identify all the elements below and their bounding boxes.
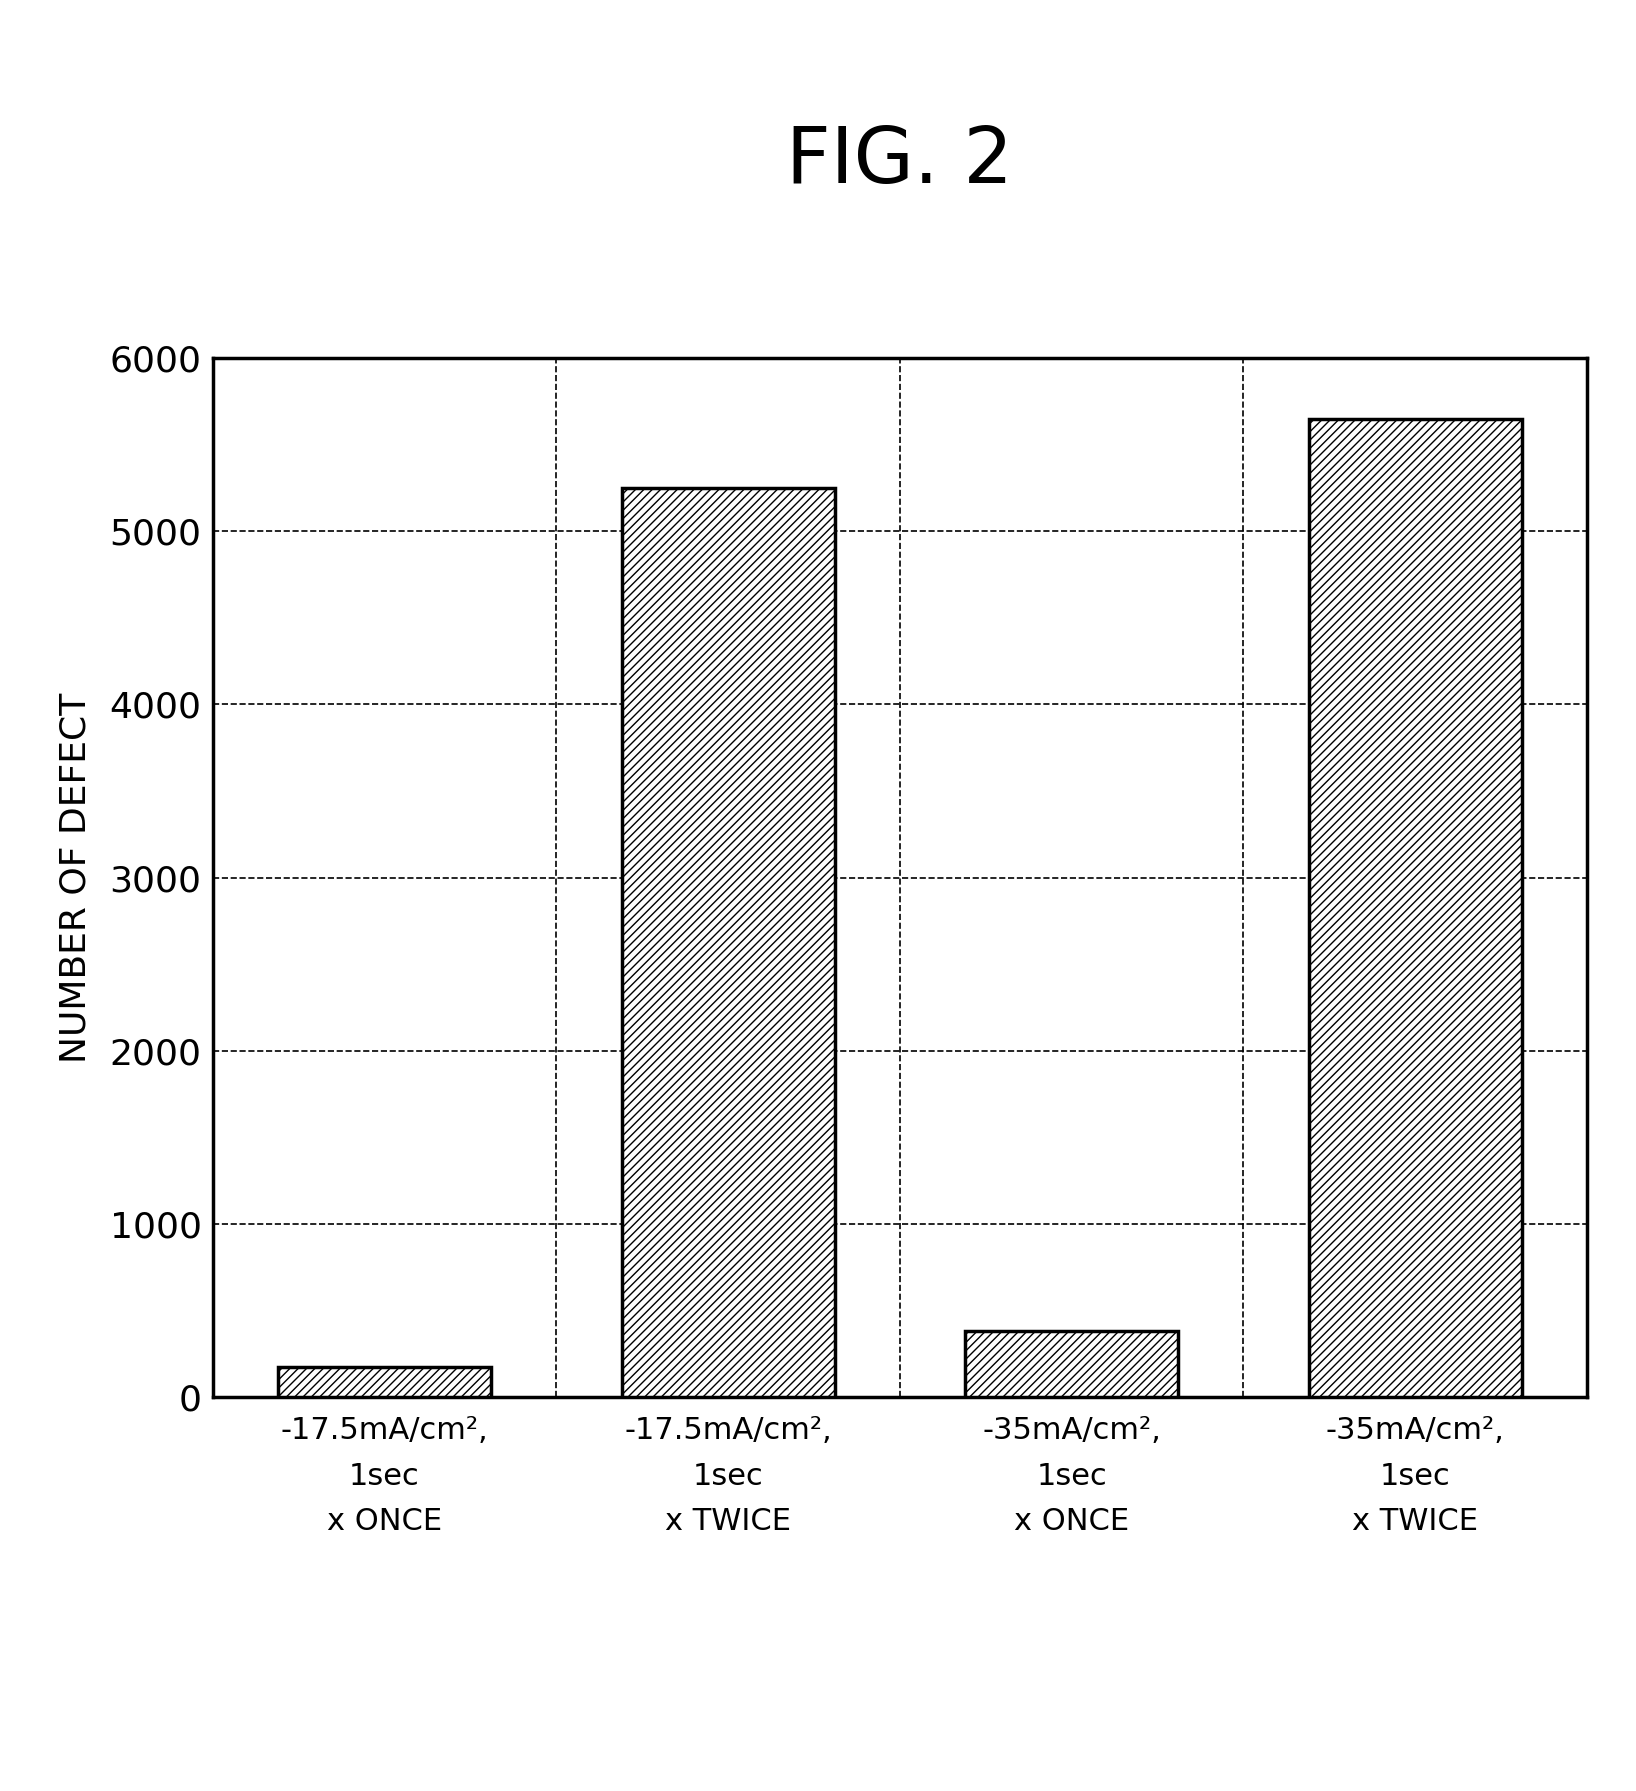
Bar [1309,419,1521,1397]
Bar [622,487,834,1397]
Bar [965,1331,1178,1397]
Text: FIG. 2: FIG. 2 [787,124,1013,199]
Bar [278,1367,491,1397]
Y-axis label: NUMBER OF DEFECT: NUMBER OF DEFECT [59,693,93,1062]
